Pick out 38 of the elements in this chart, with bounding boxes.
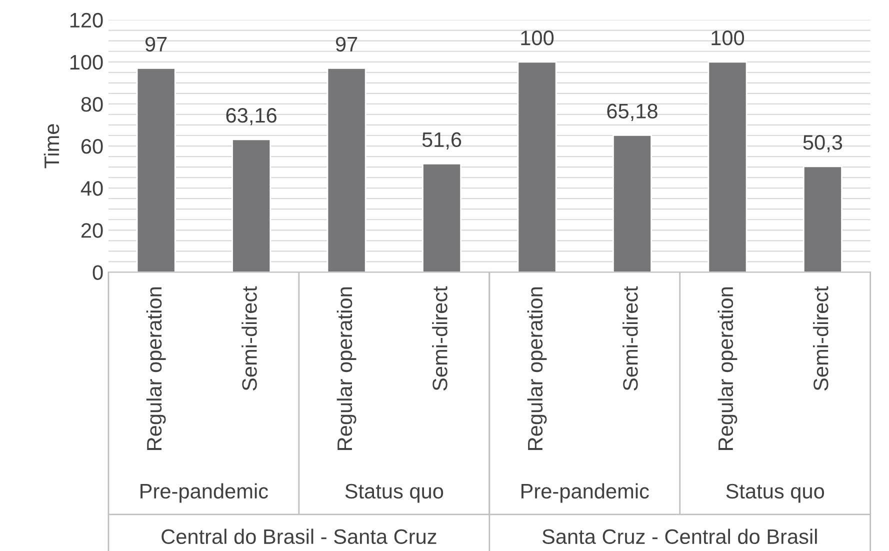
bar xyxy=(708,61,748,272)
text: Status quo xyxy=(726,484,824,503)
text: Central do Brasil - Santa Cruz xyxy=(162,528,436,544)
x-tick-label: Semi-direct xyxy=(813,286,828,390)
text: Status quo xyxy=(345,484,444,503)
bar xyxy=(802,166,842,272)
x-tick-label: Semi-direct xyxy=(622,286,638,390)
data-label: 97 xyxy=(145,36,167,52)
bar xyxy=(326,68,366,272)
x-tick-label: Semi-direct xyxy=(242,286,257,390)
data-label: 63,16 xyxy=(226,108,276,126)
x-tick-label: Semi-direct xyxy=(432,286,448,390)
data-label: 97 xyxy=(336,36,358,52)
data-label: 50,3 xyxy=(803,135,842,152)
data-label: 100 xyxy=(712,30,744,46)
y-tick-label: 40 xyxy=(80,181,103,196)
data-label: 65,18 xyxy=(607,104,658,121)
bar xyxy=(422,162,462,272)
x-tick-label: Regular operation xyxy=(336,287,356,450)
text: Santa Cruz - Central do Brasil xyxy=(542,528,817,544)
bar xyxy=(136,68,176,272)
data-label: 51,6 xyxy=(422,132,462,150)
bar xyxy=(232,138,272,272)
y-tick-label: 100 xyxy=(70,54,103,70)
y-tick-label: 80 xyxy=(81,96,103,112)
y-tick-label: 20 xyxy=(81,223,103,238)
text: Pre-pandemic xyxy=(140,483,268,503)
x-tick-label: Regular operation xyxy=(718,287,738,450)
x-tick-label: Regular operation xyxy=(527,287,547,450)
y-axis-title: Time xyxy=(44,124,60,168)
bar xyxy=(517,61,557,272)
bar xyxy=(612,134,652,272)
y-tick-label: 120 xyxy=(70,12,103,28)
data-label: 100 xyxy=(521,30,554,46)
x-tick-label: Regular operation xyxy=(146,287,166,450)
y-tick-label: 0 xyxy=(92,265,103,280)
y-tick-label: 60 xyxy=(81,139,103,154)
text: Pre-pandemic xyxy=(521,483,649,503)
